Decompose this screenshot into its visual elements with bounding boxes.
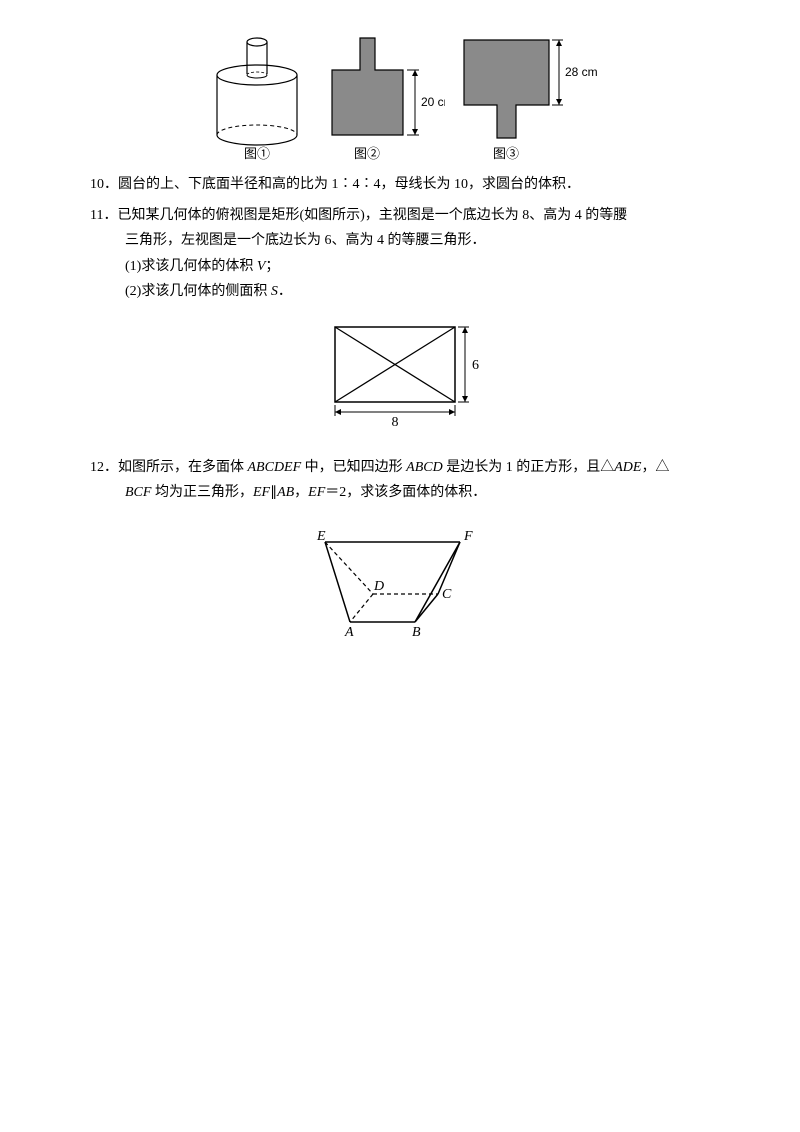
- p12-tri2: BCF: [125, 485, 151, 500]
- p12-num: 12．: [90, 460, 118, 475]
- p12-l2b: ，: [294, 485, 308, 500]
- p12-l1c: 是边长为 1 的正方形，且△: [443, 460, 615, 475]
- p12-label-C: C: [442, 587, 452, 602]
- p11-fig-h: 6: [472, 358, 479, 373]
- problem-12: 12．如图所示，在多面体 ABCDEF 中，已知四边形 ABCD 是边长为 1 …: [90, 455, 710, 505]
- p11-sub2-tail: ．: [278, 284, 292, 299]
- p12-ef2: EF: [308, 485, 325, 500]
- p10-num: 10．: [90, 177, 118, 192]
- p12-label-F: F: [463, 529, 473, 544]
- p12-label-B: B: [412, 625, 421, 640]
- p12-l2a: 均为正三角形，: [151, 485, 253, 500]
- fig3-dim: 28 cm: [565, 65, 598, 79]
- p11-line2: 三角形，左视图是一个底边长为 6、高为 4 的等腰三角形．: [90, 228, 710, 253]
- p12-line2: BCF 均为正三角形，EF∥AB，EF＝2，求该多面体的体积．: [90, 480, 710, 505]
- p12-parallel: ∥: [270, 485, 277, 500]
- p12-figure: E F D C A B: [90, 514, 710, 653]
- p12-l2c: ＝2，求该多面体的体积．: [325, 485, 486, 500]
- p12-tri1: ADE: [614, 460, 641, 475]
- problem-11: 11．已知某几何体的俯视图是矩形(如图所示)，主视图是一个底边长为 8、高为 4…: [90, 203, 710, 304]
- p11-sub2: (2)求该几何体的侧面积 S．: [90, 279, 710, 304]
- p11-fig-w: 8: [392, 415, 399, 430]
- p12-label-D: D: [373, 579, 384, 594]
- problem-10: 10．圆台的上、下底面半径和高的比为 1∶4∶4，母线长为 10，求圆台的体积．: [90, 172, 710, 197]
- p12-l1d: ，△: [641, 460, 669, 475]
- fig2-dim: 20 cm: [421, 95, 445, 109]
- figure-3: 28 cm 图③: [449, 20, 599, 160]
- p12-ab: AB: [277, 485, 294, 500]
- fig2-label: 图②: [354, 146, 380, 160]
- fig3-label: 图③: [492, 146, 518, 160]
- p12-l1b: 中，已知四边形: [301, 460, 406, 475]
- p12-quad: ABCD: [406, 460, 443, 475]
- p12-ef1: EF: [253, 485, 270, 500]
- top-figure-row: 图① 20 cm 图② 28 cm 图③: [90, 20, 710, 160]
- p11-sub1-text: (1)求该几何体的体积: [125, 259, 257, 274]
- p11-line1: 已知某几何体的俯视图是矩形(如图所示)，主视图是一个底边长为 8、高为 4 的等…: [117, 208, 627, 223]
- p11-sub1-tail: ；: [265, 259, 279, 274]
- p11-num: 11．: [90, 208, 117, 223]
- p12-label-A: A: [344, 625, 354, 640]
- figure-2: 20 cm 图②: [315, 20, 445, 160]
- p10-text: 圆台的上、下底面半径和高的比为 1∶4∶4，母线长为 10，求圆台的体积．: [118, 177, 580, 192]
- p12-poly: ABCDEF: [248, 460, 302, 475]
- p11-sub2-text: (2)求该几何体的侧面积: [125, 284, 271, 299]
- p11-sub1: (1)求该几何体的体积 V；: [90, 254, 710, 279]
- p11-sub2-var: S: [271, 284, 278, 299]
- p12-l1a: 如图所示，在多面体: [118, 460, 248, 475]
- p12-label-E: E: [316, 529, 326, 544]
- p11-figure: 8 6: [90, 312, 710, 441]
- fig1-label: 图①: [243, 146, 269, 160]
- figure-1: 图①: [202, 20, 312, 160]
